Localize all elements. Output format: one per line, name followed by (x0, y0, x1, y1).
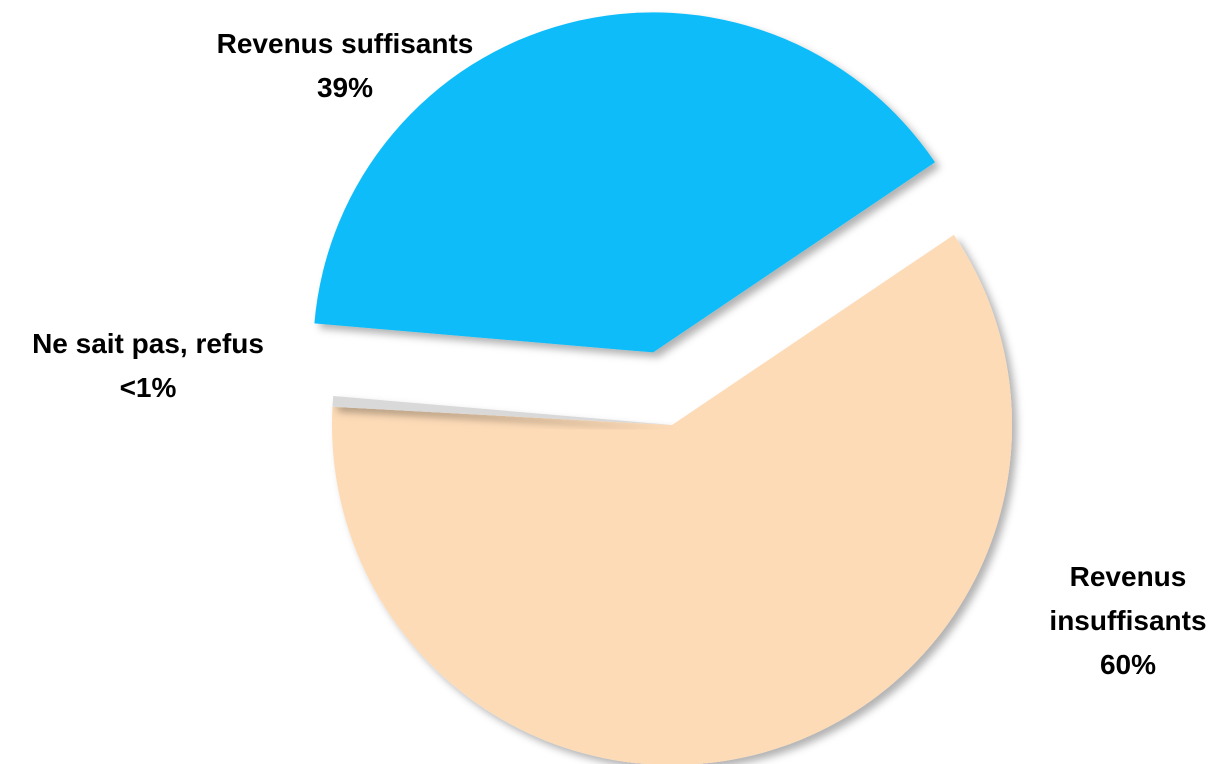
value-label: 39% (316, 72, 374, 103)
category-label: Revenus suffisants (216, 28, 474, 59)
value-label: 60% (1099, 649, 1157, 680)
category-label: Ne sait pas, refus (32, 328, 264, 359)
pie-slice (314, 12, 936, 353)
slice-label: Revenus suffisants 39% (190, 22, 500, 110)
slice-label: Ne sait pas, refus <1% (0, 322, 296, 410)
category-label: Revenus insuffisants (1049, 561, 1207, 636)
pie-slice (332, 234, 1012, 764)
value-label: <1% (119, 372, 177, 403)
slice-label: Revenus insuffisants 60% (1028, 555, 1228, 687)
pie-slice (332, 395, 672, 425)
